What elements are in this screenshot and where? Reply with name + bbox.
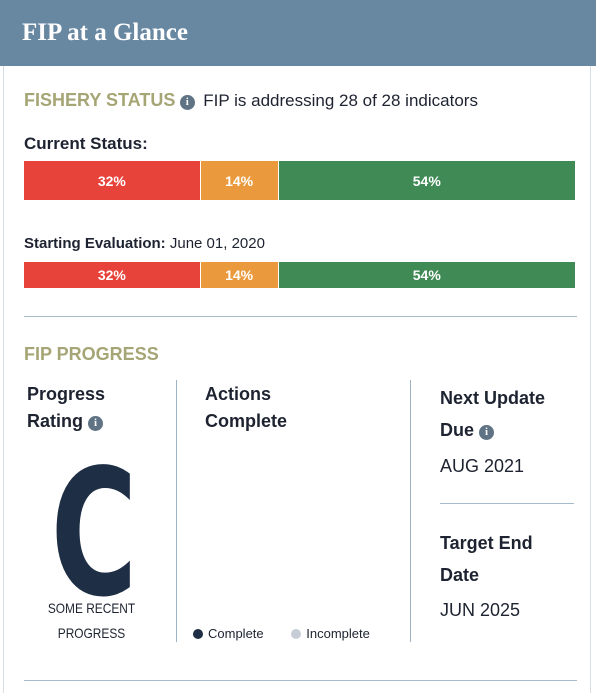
next-update-label: Next Update Due i (440, 382, 575, 446)
segment-label: 54% (412, 267, 441, 283)
actions-label: Actions Complete (205, 384, 288, 431)
info-icon[interactable]: i (88, 416, 104, 431)
header-bar (0, 0, 596, 66)
starting-row: Starting Evaluation: June 01, 2020 (24, 235, 265, 252)
title: FIP at a Glance (22, 19, 188, 46)
fishery-status-row: FISHERY STATUS i FIP is addressing 28 of… (24, 90, 478, 111)
segment-label: 14% (225, 172, 254, 189)
section-heading: FISHERY STATUS (24, 90, 176, 110)
rating-label-text: Progress Rating (27, 384, 106, 431)
divider (440, 503, 574, 504)
status-segment: 54% (278, 262, 575, 288)
status-segment: 14% (200, 262, 279, 288)
current-label: Current Status: (24, 134, 148, 153)
legend-swatch (193, 629, 203, 639)
info-icon[interactable]: i (479, 425, 495, 440)
legend-swatch (291, 629, 302, 639)
next-update-value: AUG 2021 (440, 456, 525, 476)
segment-label: 32% (97, 172, 126, 189)
segment-label: 14% (225, 267, 254, 283)
progress-grade: C (50, 433, 138, 636)
status-segment: 54% (278, 161, 575, 200)
segment-label: 54% (412, 172, 441, 189)
status-segment: 32% (24, 161, 201, 200)
legend-label: Complete (208, 626, 264, 641)
target-end-value: JUN 2025 (440, 600, 521, 620)
rating-description: SOME RECENT PROGRESS (47, 600, 136, 641)
rating-label: Progress Rating i (27, 381, 137, 435)
target-end-label: Target End Date (440, 533, 533, 585)
info-icon[interactable]: i (179, 95, 195, 110)
current-status-bar: 32% 14% 54% (24, 161, 575, 200)
section-heading: FIP PROGRESS (24, 344, 159, 364)
actions-legend: Complete Incomplete (193, 626, 370, 641)
summary: FIP is addressing 28 of 28 indicators (203, 91, 478, 110)
starting-date: June 01, 2020 (169, 235, 265, 252)
starting-status-bar: 32% 14% 54% (24, 262, 575, 288)
segment-label: 32% (97, 267, 126, 283)
column-divider (410, 380, 411, 642)
legend-label: Incomplete (306, 626, 370, 641)
divider (24, 680, 577, 681)
panel-frame (3, 0, 591, 693)
status-segment: 14% (200, 161, 279, 200)
next-update-text: Next Update Due (440, 388, 546, 440)
status-segment: 32% (24, 262, 201, 288)
column-divider (176, 380, 177, 642)
starting-label: Starting Evaluation: (24, 235, 166, 252)
divider (24, 316, 577, 317)
